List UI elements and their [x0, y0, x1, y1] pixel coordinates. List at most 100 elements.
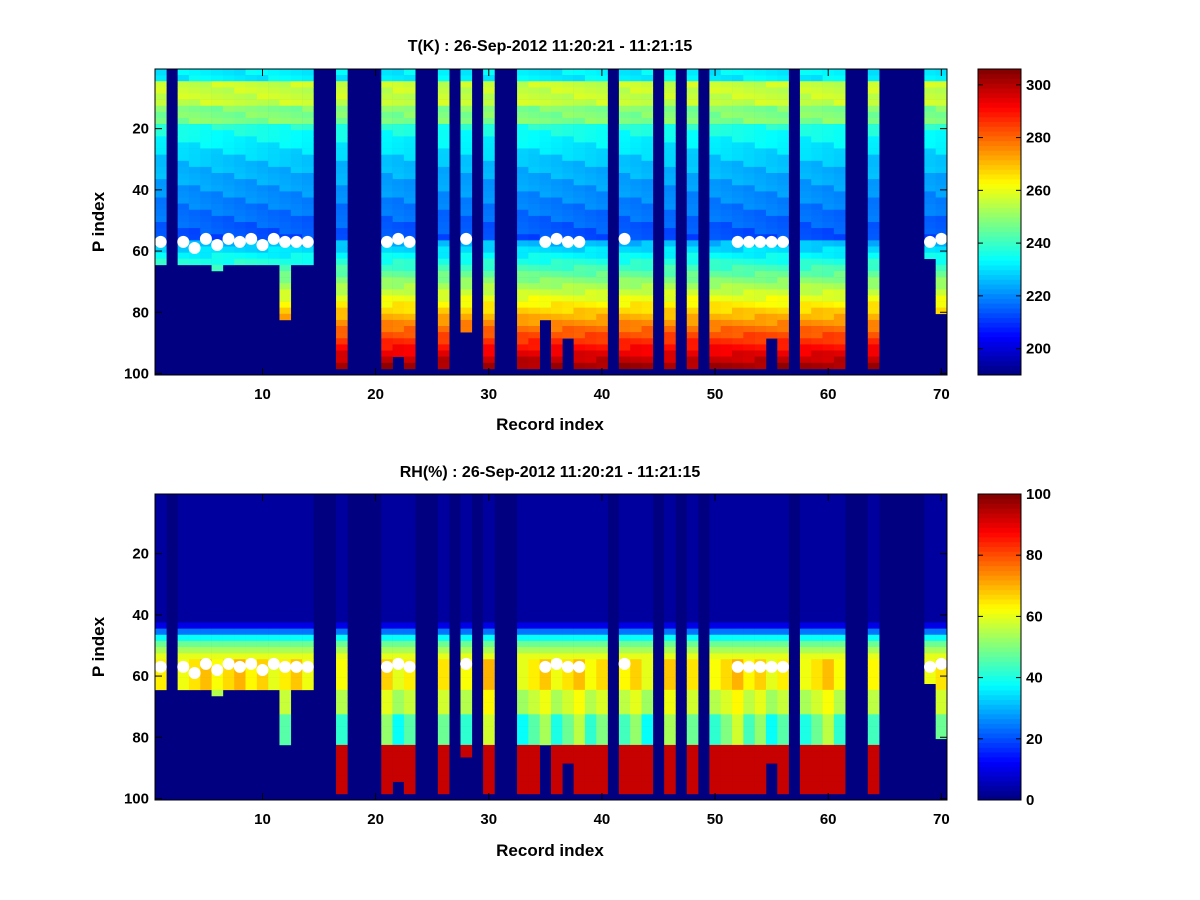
- temperature-cell: [551, 362, 563, 370]
- humidity-cell: [460, 585, 473, 593]
- temperature-cell: [517, 130, 529, 137]
- temperature-cell: [539, 301, 552, 308]
- temperature-cell: [290, 81, 303, 88]
- humidity-cell: [630, 726, 642, 733]
- humidity-cell: [811, 579, 823, 587]
- temperature-cell: [833, 142, 846, 149]
- humidity-cell: [268, 494, 280, 501]
- temperature-colorbar-segment: [978, 327, 1021, 333]
- temperature-cell: [641, 197, 654, 204]
- temperature-cell: [811, 142, 823, 149]
- humidity-cell: [664, 573, 676, 580]
- temperature-cell: [732, 166, 744, 174]
- temperature-cell: [256, 197, 269, 204]
- humidity-cell: [188, 640, 201, 648]
- temperature-cell: [562, 142, 574, 149]
- temperature-cell: [302, 185, 314, 192]
- humidity-cell: [754, 702, 767, 709]
- temperature-cell: [630, 191, 642, 198]
- temperature-cell: [765, 197, 778, 204]
- temperature-cell: [777, 160, 789, 168]
- temperature-cell: [584, 264, 597, 272]
- humidity-cell: [177, 561, 190, 568]
- temperature-cell: [403, 99, 416, 107]
- humidity-cell: [528, 720, 540, 727]
- humidity-cell: [799, 647, 812, 654]
- temperature-cell: [799, 332, 812, 339]
- temperature-cell: [618, 313, 631, 321]
- humidity-profile-44: [641, 494, 654, 795]
- temperature-cell: [483, 166, 495, 174]
- humidity-cell: [460, 524, 473, 532]
- temperature-cell: [833, 209, 846, 217]
- temperature-cell: [245, 87, 258, 94]
- humidity-cell: [483, 524, 495, 532]
- humidity-cell: [777, 653, 789, 660]
- temperature-cell: [460, 215, 473, 223]
- temperature-cell: [245, 148, 258, 155]
- humidity-cell: [641, 665, 654, 672]
- temperature-surface-marker: [279, 235, 292, 248]
- temperature-colorbar-segment: [978, 331, 1021, 338]
- temperature-colorbar-segment: [978, 298, 1021, 304]
- humidity-cell: [596, 683, 608, 691]
- humidity-cell: [799, 689, 812, 697]
- temperature-cell: [867, 344, 880, 351]
- temperature-cell: [867, 130, 880, 137]
- humidity-cell: [924, 549, 936, 556]
- humidity-cell: [777, 689, 789, 697]
- humidity-cell: [403, 708, 416, 715]
- humidity-cell: [539, 708, 552, 715]
- temperature-cell: [641, 69, 654, 76]
- humidity-cell: [935, 647, 948, 654]
- humidity-profile-8: [234, 494, 246, 691]
- humidity-cell: [573, 530, 586, 538]
- humidity-cell: [392, 610, 405, 617]
- temperature-cell: [867, 283, 880, 290]
- temperature-cell: [596, 160, 608, 168]
- temperature-cell: [618, 344, 631, 351]
- temperature-cell: [867, 203, 880, 211]
- humidity-cell: [245, 500, 258, 507]
- temperature-cell: [177, 166, 190, 174]
- humidity-cell: [720, 671, 733, 678]
- humidity-cell: [528, 763, 540, 770]
- temperature-cell: [867, 338, 880, 345]
- temperature-cell: [777, 166, 789, 174]
- temperature-cell: [517, 234, 529, 241]
- temperature-cell: [528, 356, 540, 364]
- temperature-cell: [754, 197, 767, 204]
- humidity-cell: [641, 769, 654, 776]
- humidity-cell: [245, 610, 258, 617]
- humidity-cell: [279, 579, 292, 587]
- humidity-cell: [799, 567, 812, 574]
- humidity-cell: [188, 622, 201, 629]
- temperature-cell: [539, 258, 552, 266]
- temperature-cell: [664, 197, 676, 204]
- temperature-cell: [777, 117, 789, 125]
- temperature-cell: [200, 75, 212, 82]
- temperature-cell: [811, 234, 823, 241]
- temperature-cell: [732, 228, 744, 235]
- humidity-cell: [630, 494, 642, 501]
- temperature-cell: [630, 338, 642, 345]
- humidity-cell: [867, 689, 880, 697]
- temperature-cell: [517, 136, 529, 143]
- temperature-cell: [630, 111, 642, 119]
- temperature-cell: [924, 246, 936, 253]
- humidity-colorbar-segment: [978, 589, 1021, 595]
- temperature-cell: [177, 111, 190, 119]
- temperature-profile-58: [799, 69, 812, 370]
- humidity-cell: [483, 647, 495, 654]
- humidity-cell: [732, 714, 744, 721]
- temperature-cell: [381, 160, 393, 168]
- temperature-cell: [562, 319, 574, 327]
- temperature-cell: [268, 130, 280, 137]
- temperature-cell: [392, 136, 405, 143]
- humidity-cell: [822, 579, 835, 587]
- humidity-cell: [573, 622, 586, 629]
- temperature-cell: [935, 283, 948, 290]
- temperature-surface-marker: [550, 232, 563, 245]
- humidity-cell: [822, 567, 835, 574]
- temperature-cell: [256, 203, 269, 211]
